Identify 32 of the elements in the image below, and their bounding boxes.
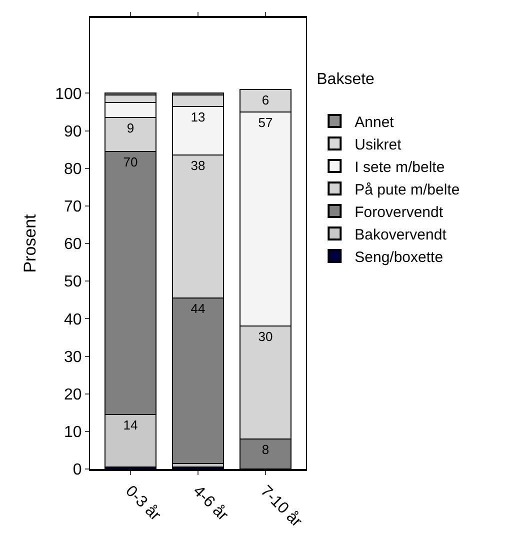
y-tick-label: 30 bbox=[64, 348, 82, 366]
data-label: 6 bbox=[262, 92, 270, 108]
data-label: 14 bbox=[123, 418, 138, 432]
x-tick-label: 4-6 år bbox=[190, 482, 232, 525]
y-tick-label: 0 bbox=[72, 462, 82, 479]
x-tick-label: 0-3 år bbox=[122, 482, 164, 525]
y-tick-label: 100 bbox=[55, 86, 82, 103]
y-tick-label: 20 bbox=[64, 386, 82, 404]
y-tick-label: 10 bbox=[64, 424, 82, 442]
data-label: 38 bbox=[190, 158, 206, 174]
data-label: 13 bbox=[190, 109, 206, 124]
data-label: 30 bbox=[258, 329, 273, 344]
data-label: 9 bbox=[126, 120, 134, 136]
data-label: 70 bbox=[123, 154, 138, 170]
y-tick-label: 90 bbox=[64, 123, 82, 140]
data-label: 8 bbox=[262, 442, 270, 457]
legend-label: Usikret bbox=[354, 136, 402, 154]
data-label: 57 bbox=[258, 114, 273, 130]
legend-label: Bakovervendt bbox=[354, 226, 448, 244]
y-tick-label: 50 bbox=[64, 274, 82, 291]
legend-label: På pute m/belte bbox=[354, 181, 460, 198]
legend-label: Forovervendt bbox=[354, 204, 444, 221]
y-tick-label: 70 bbox=[64, 198, 82, 216]
legend-title: Baksete bbox=[316, 70, 375, 88]
y-axis-title: Prosent bbox=[20, 214, 40, 273]
y-tick-label: 80 bbox=[64, 160, 82, 178]
legend-label: I sete m/belte bbox=[354, 158, 445, 176]
legend-label: Annet bbox=[354, 114, 395, 131]
legend-label: Seng/boxette bbox=[354, 248, 444, 266]
data-label: 44 bbox=[190, 301, 206, 316]
y-tick-label: 40 bbox=[64, 311, 82, 328]
y-tick-label: 60 bbox=[64, 236, 82, 254]
